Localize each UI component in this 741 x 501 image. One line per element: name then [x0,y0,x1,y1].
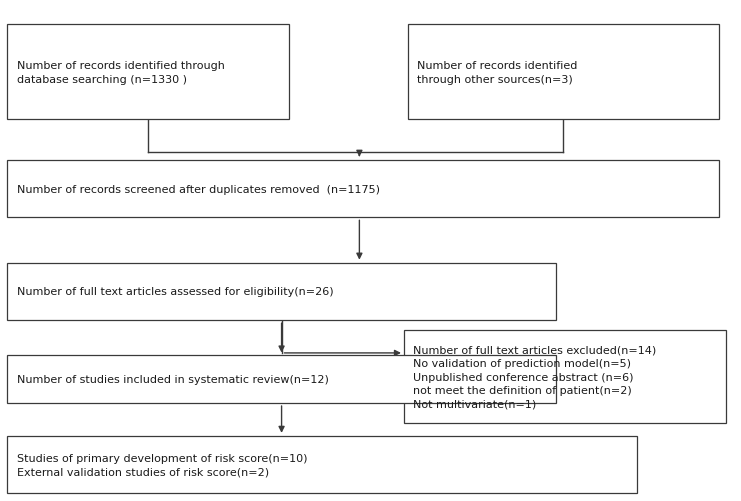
FancyBboxPatch shape [7,356,556,403]
Text: Number of studies included in systematic review(n=12): Number of studies included in systematic… [17,375,329,384]
FancyBboxPatch shape [7,263,556,321]
FancyBboxPatch shape [7,436,637,493]
FancyBboxPatch shape [7,25,289,120]
Text: Number of records screened after duplicates removed  (n=1175): Number of records screened after duplica… [17,184,380,194]
Text: Number of full text articles excluded(n=14)
No validation of prediction model(n=: Number of full text articles excluded(n=… [413,345,657,409]
Text: Number of records identified
through other sources(n=3): Number of records identified through oth… [417,61,577,85]
FancyBboxPatch shape [7,160,719,218]
Text: Number of records identified through
database searching (n=1330 ): Number of records identified through dat… [17,61,225,85]
FancyBboxPatch shape [404,331,726,423]
FancyBboxPatch shape [408,25,719,120]
Text: Studies of primary development of risk score(n=10)
External validation studies o: Studies of primary development of risk s… [17,453,308,476]
Text: Number of full text articles assessed for eligibility(n=26): Number of full text articles assessed fo… [17,287,333,297]
